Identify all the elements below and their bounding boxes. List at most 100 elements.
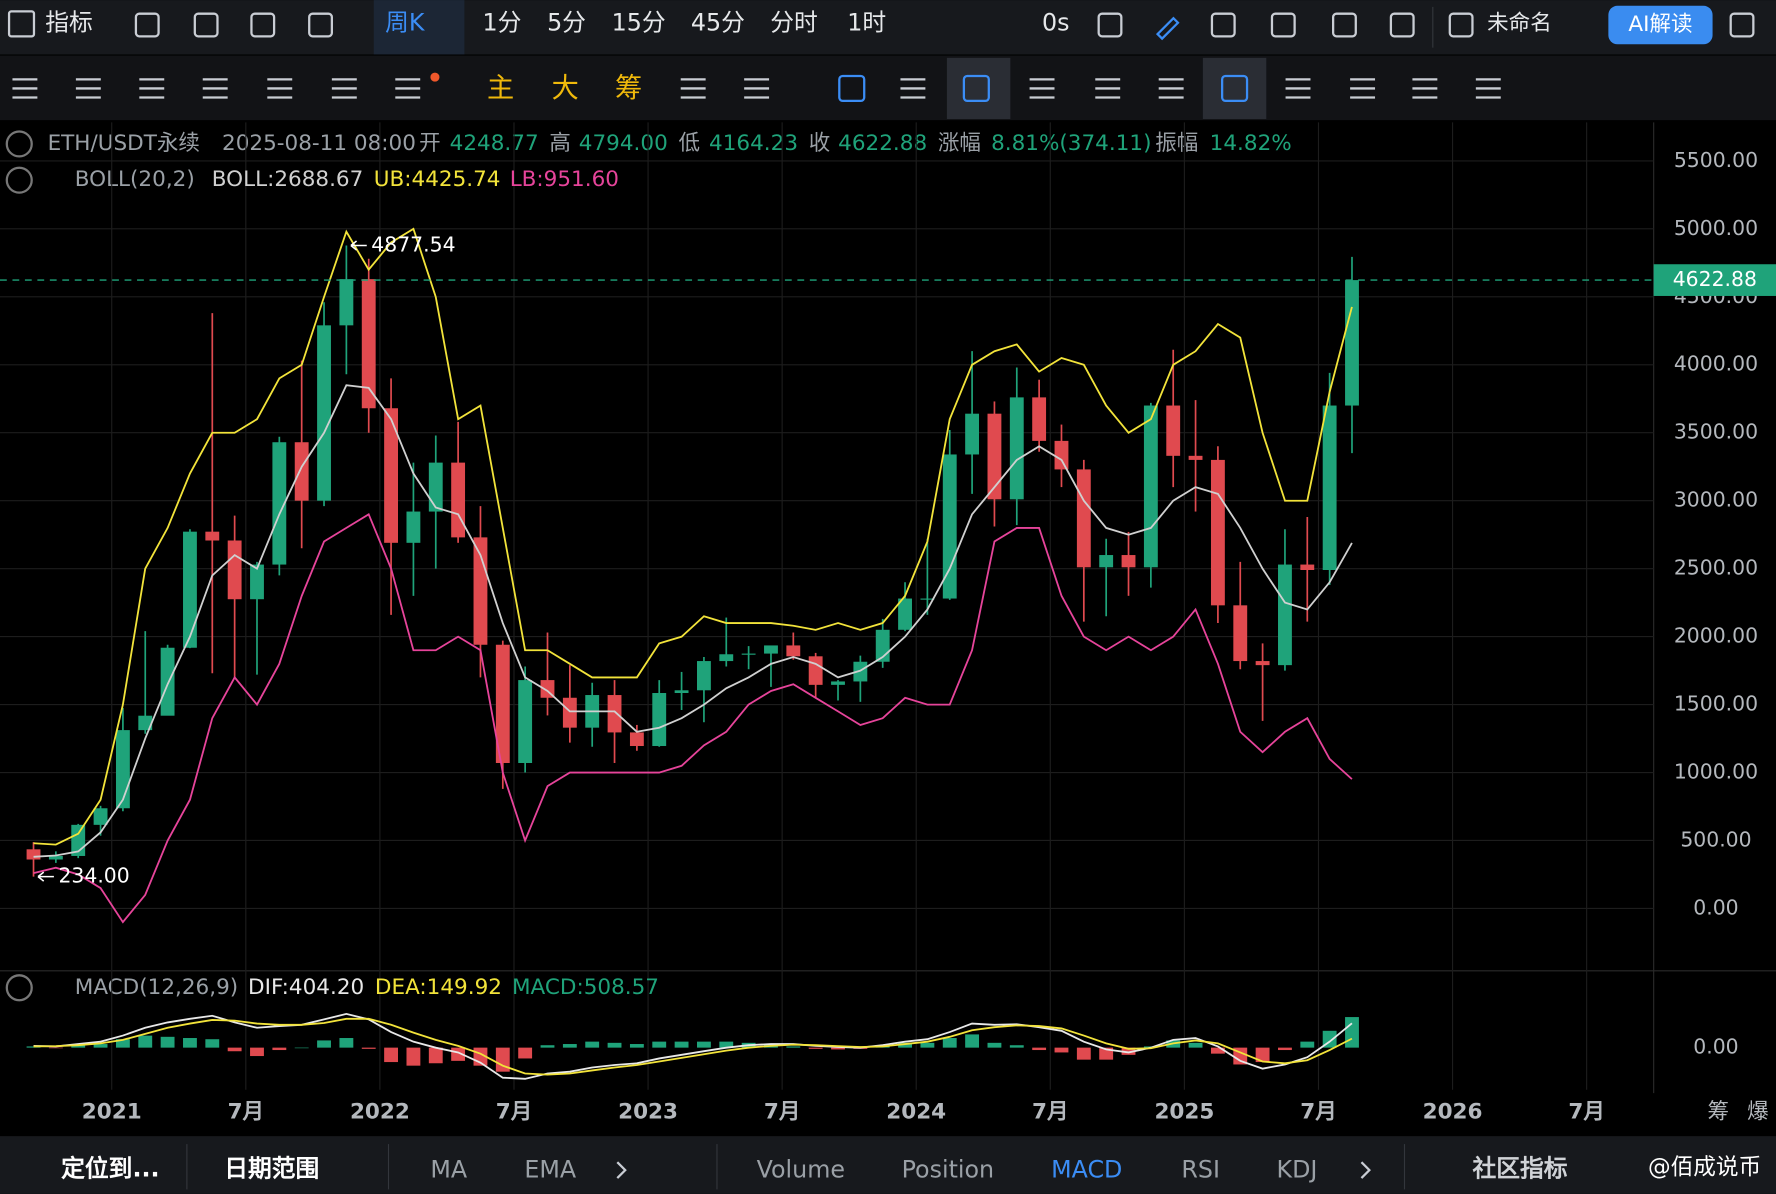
annotation-label: 234.00: [58, 864, 129, 888]
tool-icon-active[interactable]: [838, 74, 866, 103]
macd-bar: [138, 1035, 153, 1048]
tool-main[interactable]: 主: [487, 73, 514, 104]
bar-time: 2025-08-11 08:00: [222, 131, 416, 156]
chevron[interactable]: [616, 1161, 1371, 1179]
top-toolbar: [0, 0, 1776, 55]
indicator-button[interactable]: 指标: [45, 8, 93, 36]
tool-icon[interactable]: [267, 78, 293, 99]
tool-icon[interactable]: [202, 78, 228, 99]
indicator-tab[interactable]: Volume: [757, 1156, 845, 1184]
y-tick-label: 1500.00: [1674, 692, 1758, 716]
toolbar-icon[interactable]: [1448, 12, 1474, 38]
candle-body: [764, 645, 778, 654]
interval[interactable]: 5分: [547, 8, 586, 36]
interval-current[interactable]: 周K: [385, 8, 426, 36]
edit-icon[interactable]: [1155, 16, 1180, 41]
indicator-tab[interactable]: Position: [902, 1156, 995, 1184]
tool-icon[interactable]: [12, 78, 38, 99]
interval[interactable]: 15分: [612, 8, 666, 36]
tool-icon[interactable]: [744, 78, 770, 99]
bottom-bar: [0, 1136, 1776, 1194]
y-tick-label: 0.00: [1693, 1035, 1738, 1059]
field-label: 低: [678, 131, 700, 156]
field-value: 4248.77: [450, 131, 539, 156]
macd-line: [33, 1017, 1353, 1076]
interval[interactable]: 1分: [483, 8, 522, 36]
tool-big[interactable]: 大: [552, 73, 579, 104]
indicator-icon[interactable]: [7, 10, 36, 38]
axis-corner[interactable]: 筹: [1707, 1099, 1729, 1124]
tool-icon[interactable]: [1029, 78, 1055, 99]
interval[interactable]: 45分: [691, 8, 745, 36]
macd-bar: [71, 1045, 86, 1048]
tool-icon[interactable]: [1095, 78, 1121, 99]
toolbar-icon[interactable]: [1210, 12, 1236, 38]
toolbar-icon[interactable]: [308, 12, 333, 38]
toolbar-icon[interactable]: [1729, 12, 1755, 38]
tool-icon[interactable]: [1412, 78, 1438, 99]
tool-icon[interactable]: [395, 78, 421, 99]
interval[interactable]: 分时: [770, 8, 818, 36]
indicator-tab[interactable]: KDJ: [1277, 1156, 1318, 1184]
interval[interactable]: 1时: [847, 8, 886, 36]
candle-body: [1121, 555, 1136, 568]
candle-body: [808, 656, 823, 685]
overlay-tab[interactable]: EMA: [524, 1156, 577, 1184]
tool-icon[interactable]: [680, 78, 706, 99]
macd-bar: [965, 1034, 980, 1048]
ai-button[interactable]: [1608, 5, 1713, 45]
macd-bar: [406, 1047, 421, 1066]
ai-label[interactable]: AI解读: [1628, 12, 1692, 37]
y-tick-label: 5000.00: [1674, 216, 1758, 240]
tool-chips[interactable]: 筹: [615, 73, 642, 104]
tool-icon[interactable]: [1350, 78, 1376, 99]
overlay-tab[interactable]: MA: [430, 1156, 468, 1184]
candle-body: [205, 531, 220, 541]
community[interactable]: 社区指标: [1472, 1155, 1567, 1183]
macd-bar: [250, 1047, 264, 1057]
indicator-tab[interactable]: RSI: [1181, 1156, 1220, 1184]
candle-body: [160, 647, 175, 716]
candle-body: [920, 598, 935, 600]
candle-body: [1009, 397, 1024, 500]
x-tick-label: 2022: [350, 1099, 410, 1124]
tool-icon[interactable]: [1475, 78, 1501, 99]
annotation-label: 4877.54: [371, 232, 455, 256]
candle-body: [339, 279, 354, 326]
y-tick-label: 2500.00: [1674, 556, 1758, 580]
tool-icon[interactable]: [139, 78, 165, 99]
candle-body: [965, 413, 980, 455]
toolbar-icon[interactable]: [1389, 12, 1415, 38]
layout-name[interactable]: 未命名: [1487, 11, 1552, 36]
candle-body: [26, 849, 41, 860]
macd-bar: [1009, 1045, 1024, 1048]
tool-icon-active[interactable]: [1221, 74, 1249, 103]
candle-body: [1143, 405, 1158, 568]
macd-bar: [227, 1047, 242, 1052]
tool-icon-active[interactable]: [962, 74, 990, 103]
tool-icon[interactable]: [331, 78, 357, 99]
candle-body: [406, 511, 421, 543]
toolbar-icon[interactable]: [1270, 12, 1296, 38]
tool-icon[interactable]: [75, 78, 101, 99]
date-range[interactable]: 日期范围: [224, 1155, 319, 1183]
candle-body: [451, 462, 466, 538]
macd-bar: [339, 1038, 354, 1048]
tool-icon[interactable]: [1158, 78, 1184, 99]
toolbar-icon[interactable]: [1332, 12, 1357, 38]
collapse-icon[interactable]: [5, 130, 33, 158]
y-tick-label: 1000.00: [1674, 760, 1758, 784]
tool-icon[interactable]: [1285, 78, 1311, 99]
toolbar-icon[interactable]: [134, 12, 160, 38]
toolbar-icon[interactable]: [193, 12, 219, 38]
axis-corner[interactable]: 爆: [1747, 1099, 1769, 1124]
locate[interactable]: 定位到...: [61, 1155, 159, 1183]
indicator-tab-active[interactable]: MACD: [1051, 1156, 1122, 1184]
tool-icon[interactable]: [900, 78, 926, 99]
macd-bar: [697, 1041, 711, 1048]
collapse-icon[interactable]: [5, 166, 33, 194]
macd-bar: [987, 1042, 1002, 1048]
toolbar-icon[interactable]: [250, 12, 276, 38]
collapse-icon[interactable]: [5, 974, 33, 1002]
toolbar-icon[interactable]: [1097, 12, 1123, 38]
